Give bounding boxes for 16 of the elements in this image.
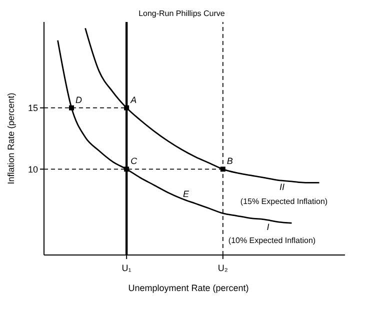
annotation: B: [226, 156, 233, 166]
annotation: C: [130, 156, 138, 166]
annotation: E: [183, 189, 190, 199]
x-tick-label: U₁: [122, 263, 132, 273]
x-axis-title: Unemployment Rate (percent): [128, 283, 249, 293]
annotation: A: [130, 94, 137, 105]
annotation: II: [279, 182, 285, 192]
x-tick-label: U₂: [218, 263, 228, 273]
y-tick-label: 15: [28, 102, 38, 113]
annotation: D: [76, 94, 83, 105]
annotation: I: [266, 222, 270, 232]
annotation: (10% Expected Inflation): [228, 236, 316, 245]
y-axis-title: Inflation Rate (percent): [6, 92, 16, 184]
ref-line-label: Long-Run Phillips Curve: [138, 9, 226, 18]
y-tick-label: 10: [28, 164, 38, 174]
annotation: (15% Expected Inflation): [240, 197, 328, 206]
